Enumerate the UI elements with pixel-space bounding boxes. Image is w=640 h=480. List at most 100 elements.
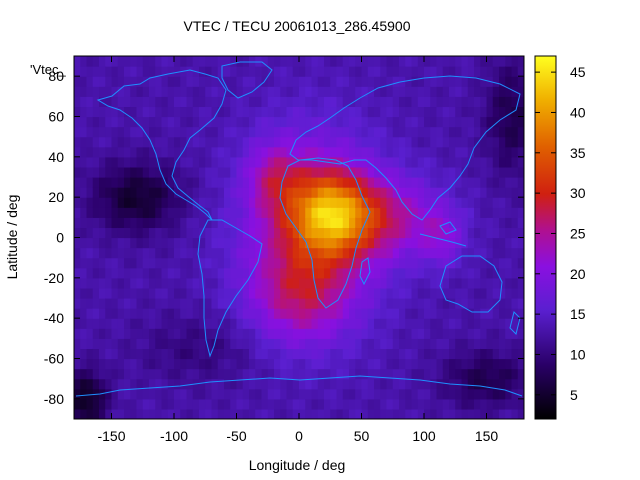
heatmap-cell — [124, 318, 131, 329]
heatmap-cell — [392, 146, 400, 158]
heatmap-cell — [480, 408, 488, 419]
heatmap-cell — [467, 267, 475, 279]
heatmap-cell — [386, 308, 394, 319]
heatmap-cell — [417, 298, 425, 309]
heatmap-cell — [186, 187, 194, 198]
heatmap-cell — [261, 197, 269, 208]
heatmap-cell — [174, 66, 181, 77]
heatmap-cell — [392, 398, 400, 410]
heatmap-cell — [111, 398, 119, 410]
heatmap-cell — [161, 197, 169, 208]
heatmap-cell — [311, 86, 319, 97]
heatmap-cell — [255, 378, 263, 390]
heatmap-cell — [92, 348, 100, 360]
heatmap-cell — [167, 156, 175, 168]
heatmap-cell — [205, 146, 213, 158]
heatmap-cell — [417, 328, 425, 339]
heatmap-cell — [192, 368, 200, 380]
heatmap-cell — [417, 287, 425, 299]
heatmap-cell — [499, 166, 506, 178]
heatmap-cell — [405, 166, 413, 178]
heatmap-cell — [199, 287, 206, 299]
heatmap-cell — [255, 217, 263, 229]
heatmap-cell — [174, 398, 181, 410]
heatmap-cell — [80, 338, 88, 350]
heatmap-cell — [511, 116, 519, 128]
heatmap-cell — [117, 408, 125, 419]
heatmap-cell — [117, 106, 125, 118]
chart-title: VTEC / TECU 20061013_286.45900 — [183, 18, 410, 34]
heatmap-cell — [305, 126, 313, 138]
heatmap-cell — [249, 177, 256, 188]
heatmap-cell — [130, 76, 138, 87]
heatmap-cell — [86, 146, 94, 158]
heatmap-cell — [505, 338, 513, 350]
heatmap-cell — [211, 66, 219, 77]
heatmap-cell — [436, 197, 444, 208]
heatmap-cell — [480, 318, 488, 329]
heatmap-cell — [499, 96, 506, 108]
heatmap-cell — [499, 388, 506, 400]
heatmap-cell — [242, 86, 250, 97]
heatmap-cell — [274, 378, 281, 390]
heatmap-cell — [292, 358, 300, 370]
heatmap-cell — [474, 227, 481, 239]
heatmap-cell — [517, 338, 524, 350]
heatmap-cell — [161, 277, 169, 289]
heatmap-cell — [280, 56, 288, 67]
heatmap-cell — [430, 146, 438, 158]
heatmap-cell — [392, 227, 400, 239]
heatmap-cell — [142, 126, 150, 138]
heatmap-cell — [117, 388, 125, 400]
heatmap-cell — [486, 388, 494, 400]
heatmap-cell — [517, 86, 524, 97]
heatmap-cell — [474, 287, 481, 299]
heatmap-cell — [136, 136, 144, 148]
heatmap-cell — [505, 197, 513, 208]
heatmap-cell — [411, 187, 419, 198]
heatmap-cell — [474, 86, 481, 97]
heatmap-cell — [224, 126, 231, 138]
heatmap-cell — [217, 207, 225, 218]
heatmap-cell — [342, 348, 350, 360]
heatmap-cell — [392, 358, 400, 370]
heatmap-cell — [380, 257, 388, 269]
heatmap-cell — [336, 136, 344, 148]
heatmap-cell — [99, 66, 106, 77]
heatmap-cell — [317, 257, 325, 269]
heatmap-cell — [424, 237, 431, 249]
heatmap-cell — [424, 96, 431, 108]
heatmap-cell — [249, 408, 256, 419]
heatmap-cell — [174, 56, 181, 67]
heatmap-cell — [280, 247, 288, 259]
heatmap-cell — [230, 207, 238, 218]
heatmap-cell — [499, 217, 506, 229]
heatmap-cell — [411, 86, 419, 97]
heatmap-cell — [242, 126, 250, 138]
heatmap-cell — [480, 388, 488, 400]
heatmap-cell — [149, 136, 156, 148]
coastline-australia — [439, 255, 503, 313]
heatmap-cell — [224, 207, 231, 218]
heatmap-cell — [317, 388, 325, 400]
heatmap-cell — [492, 247, 500, 259]
heatmap-cell — [217, 106, 225, 118]
heatmap-cell — [267, 328, 275, 339]
heatmap-cell — [249, 338, 256, 350]
heatmap-cell — [467, 247, 475, 259]
heatmap-cell — [474, 247, 481, 259]
colorbar-tick-label: 45 — [570, 64, 586, 80]
heatmap-cell — [442, 217, 450, 229]
heatmap-cell — [242, 378, 250, 390]
heatmap-cell — [424, 187, 431, 198]
heatmap-cell — [149, 96, 156, 108]
heatmap-cell — [405, 308, 413, 319]
heatmap-cell — [230, 166, 238, 178]
heatmap-cell — [355, 257, 363, 269]
heatmap-cell — [274, 358, 281, 370]
heatmap-cell — [99, 348, 106, 360]
heatmap-cell — [92, 126, 100, 138]
heatmap-cell — [111, 207, 119, 218]
heatmap-cell — [361, 166, 369, 178]
heatmap-cell — [299, 378, 306, 390]
